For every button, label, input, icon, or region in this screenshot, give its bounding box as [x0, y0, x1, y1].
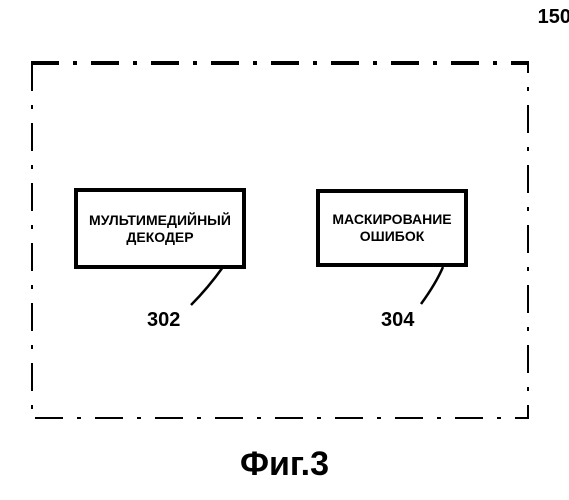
ref-304-label: 304 [381, 309, 414, 332]
masking-box: МАСКИРОВАНИЕ ОШИБОК [316, 189, 468, 267]
leader-304 [421, 267, 443, 304]
figure-caption: Фиг.3 [240, 445, 329, 484]
ref-150-label: 150 [538, 6, 569, 29]
decoder-box: МУЛЬТИМЕДИЙНЫЙ ДЕКОДЕР [74, 188, 246, 269]
diagram-container: МУЛЬТИМЕДИЙНЫЙ ДЕКОДЕР МАСКИРОВАНИЕ ОШИБ… [31, 41, 529, 419]
leader-302 [191, 267, 223, 305]
ref-302-label: 302 [147, 309, 180, 332]
masking-box-text: МАСКИРОВАНИЕ ОШИБОК [324, 211, 460, 245]
decoder-box-text: МУЛЬТИМЕДИЙНЫЙ ДЕКОДЕР [82, 212, 238, 246]
